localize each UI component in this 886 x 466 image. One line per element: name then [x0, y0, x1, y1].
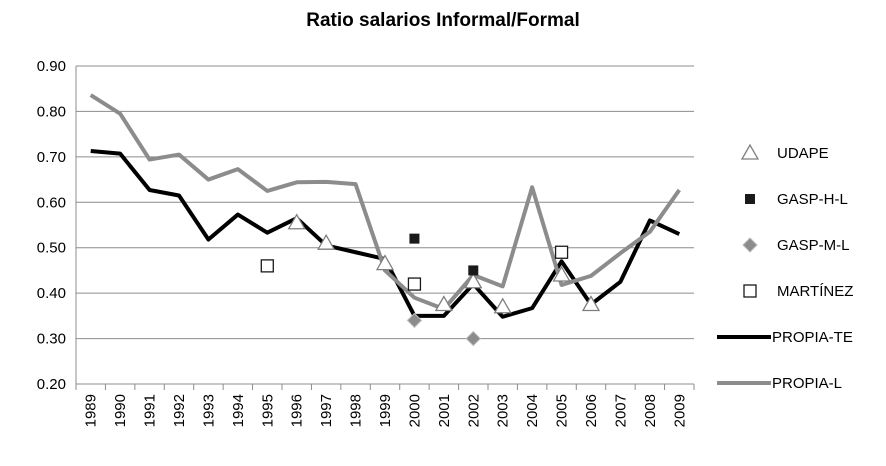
y-tick-label: 0.20	[37, 376, 66, 393]
x-tick-label: 1998	[348, 394, 365, 427]
series-line	[90, 148, 681, 319]
data-point	[407, 277, 422, 291]
x-tick-label: 2003	[495, 394, 512, 427]
data-point	[493, 297, 512, 314]
x-tick-label: 2004	[524, 394, 541, 427]
x-tick-label: 1993	[200, 394, 217, 427]
y-tick-label: 0.50	[37, 240, 66, 257]
legend-swatch	[743, 284, 757, 298]
data-point	[287, 213, 306, 230]
x-tick-label: 2000	[406, 394, 423, 427]
data-point	[554, 245, 569, 259]
data-point	[552, 265, 571, 282]
legend-label: MARTÍNEZ	[777, 283, 853, 300]
chart-title: Ratio salarios Informal/Formal	[306, 10, 579, 31]
y-tick-label: 0.40	[37, 285, 66, 302]
x-tick-label: 2009	[671, 394, 688, 427]
legend-swatch	[740, 143, 760, 160]
x-tick-label: 1995	[259, 394, 276, 427]
x-tick-label: 1991	[142, 394, 159, 427]
y-tick-label: 0.80	[37, 103, 66, 120]
x-tick-label: 1992	[171, 394, 188, 427]
legend-label: GASP-M-L	[777, 237, 850, 254]
x-tick-label: 1990	[112, 394, 129, 427]
x-tick-label: 2002	[465, 394, 482, 427]
data-point	[375, 254, 395, 271]
series-line	[89, 93, 681, 312]
x-tick-label: 2005	[554, 394, 571, 427]
legend-label: PROPIA-L	[772, 375, 842, 392]
legend-swatch	[742, 237, 758, 253]
x-tick-label: 1997	[318, 394, 335, 427]
x-tick-label: 1989	[83, 394, 100, 427]
x-tick-label: 2007	[612, 394, 629, 427]
y-tick-label: 0.30	[37, 331, 66, 348]
y-tick-label: 0.60	[37, 194, 66, 211]
x-tick-label: 1996	[289, 394, 306, 427]
x-tick-label: 2001	[436, 394, 453, 427]
data-point	[317, 233, 336, 250]
x-tick-label: 1999	[377, 394, 394, 427]
x-tick-label: 1994	[230, 394, 247, 427]
data-point	[406, 312, 423, 329]
data-point	[434, 295, 453, 312]
x-tick-label: 2006	[583, 394, 600, 427]
legend-label: GASP-H-L	[777, 191, 848, 208]
data-point	[468, 265, 479, 276]
y-tick-label: 0.90	[37, 58, 66, 75]
legend-swatch	[745, 194, 755, 204]
legend-label: UDAPE	[777, 145, 829, 162]
legend-label: PROPIA-TE	[772, 329, 853, 346]
data-point	[260, 259, 274, 273]
data-point	[409, 233, 420, 244]
y-tick-label: 0.70	[37, 149, 66, 166]
data-point	[581, 295, 601, 312]
x-tick-label: 2008	[642, 394, 659, 427]
data-point	[465, 330, 481, 347]
data-point	[464, 272, 483, 289]
